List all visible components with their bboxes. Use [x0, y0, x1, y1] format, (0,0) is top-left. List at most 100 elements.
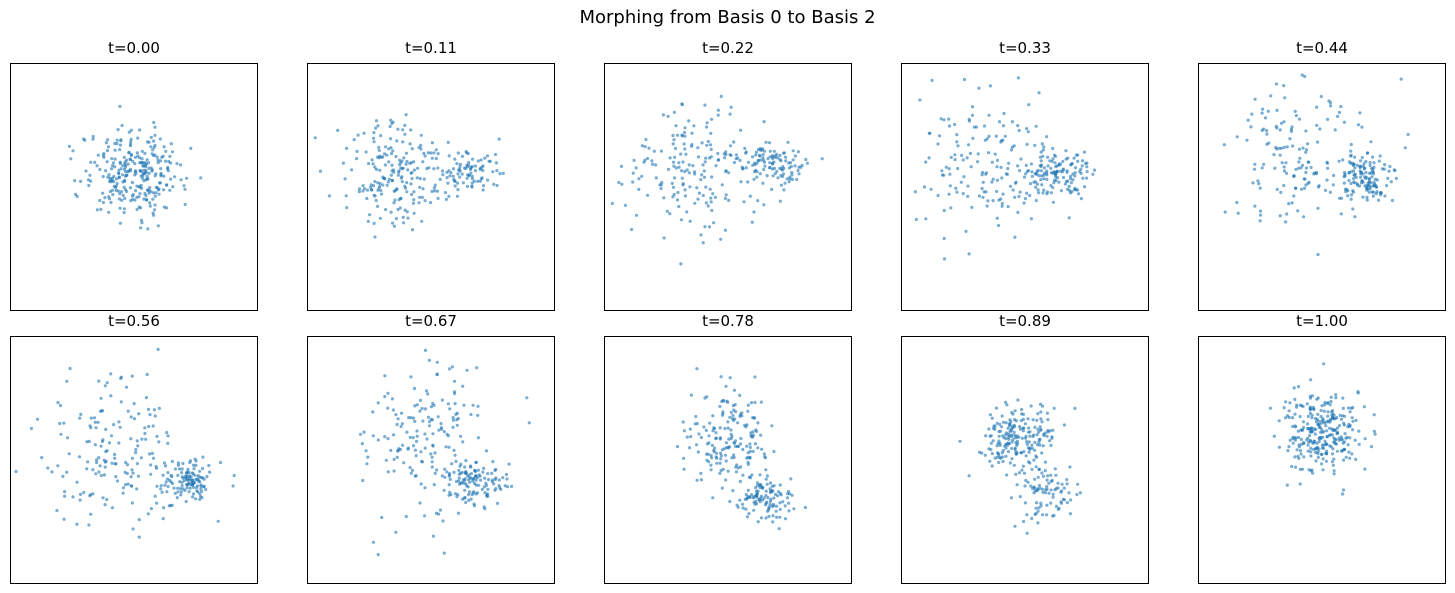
scatter-point	[1061, 497, 1065, 501]
scatter-point	[1076, 188, 1080, 192]
scatter-point	[1310, 429, 1314, 433]
scatter-point	[415, 429, 419, 433]
scatter-point	[71, 495, 75, 499]
scatter-point	[1316, 252, 1320, 257]
scatter-point	[1052, 170, 1056, 174]
scatter-point	[387, 147, 391, 151]
scatter-point	[147, 140, 151, 144]
scatter-point	[418, 185, 422, 189]
scatter-point	[83, 138, 87, 142]
scatter-point	[1076, 482, 1080, 486]
scatter-point	[679, 262, 683, 266]
scatter-point	[1046, 418, 1050, 422]
scatter-point	[418, 177, 422, 181]
scatter-point	[1300, 163, 1305, 167]
scatter-point	[720, 448, 724, 452]
scatter-point	[1297, 443, 1301, 447]
scatter-point	[1317, 419, 1321, 423]
scatter-point	[156, 161, 160, 165]
scatter-point	[151, 424, 155, 428]
scatter-point	[1063, 182, 1067, 186]
scatter-point	[947, 124, 952, 128]
scatter-point	[159, 171, 163, 176]
scatter-point	[155, 501, 159, 505]
scatter-point	[1041, 148, 1045, 152]
scatter-point	[700, 141, 704, 145]
scatter-point	[137, 412, 141, 416]
scatter-point	[1299, 452, 1303, 456]
scatter-point	[716, 151, 720, 156]
scatter-point	[1314, 428, 1318, 432]
scatter-point	[1351, 189, 1355, 193]
scatter-point	[775, 169, 779, 173]
scatter-point	[770, 167, 775, 171]
scatter-point	[942, 118, 946, 122]
scatter-point	[1026, 417, 1030, 421]
scatter-point	[423, 486, 427, 490]
scatter-point	[171, 185, 175, 189]
scatter-point	[1016, 210, 1020, 214]
scatter-point	[790, 170, 794, 175]
scatter-point	[485, 493, 489, 497]
scatter-point	[1032, 433, 1036, 437]
scatter-point	[196, 484, 200, 488]
scatter-point	[362, 131, 366, 135]
scatter-point	[179, 163, 183, 167]
scatter-point	[700, 173, 704, 177]
scatter-point	[181, 461, 185, 466]
scatter-point	[758, 473, 762, 477]
scatter-point	[504, 472, 508, 477]
scatter-point	[116, 128, 120, 132]
scatter-point	[685, 168, 689, 172]
scatter-point	[369, 183, 373, 187]
scatter-point	[364, 449, 368, 453]
scatter-point	[1030, 443, 1034, 447]
scatter-point	[1004, 454, 1008, 458]
scatter-point	[718, 404, 722, 408]
scatter-point	[1011, 188, 1015, 192]
scatter-point	[388, 124, 392, 129]
scatter-point	[1027, 426, 1031, 430]
scatter-point	[149, 145, 153, 149]
scatter-point	[166, 484, 170, 489]
scatter-point	[1079, 171, 1083, 175]
scatter-point	[1037, 91, 1041, 95]
scatter-point	[380, 515, 384, 520]
scatter-point	[1003, 134, 1007, 138]
scatter-point	[796, 150, 800, 154]
scatter-point	[1033, 425, 1037, 429]
scatter-point	[447, 474, 451, 478]
scatter-point	[445, 170, 449, 174]
scatter-point	[162, 188, 166, 192]
scatter-point	[1304, 148, 1309, 152]
scatter-point	[1013, 436, 1017, 440]
scatter-point	[361, 184, 365, 188]
scatter-point	[146, 227, 150, 231]
scatter-point	[467, 160, 471, 165]
scatter-point	[1049, 184, 1053, 188]
scatter-point	[129, 437, 133, 441]
scatter-point	[440, 427, 444, 431]
scatter-point	[159, 484, 163, 488]
scatter-point	[119, 167, 123, 171]
scatter-point	[668, 156, 672, 160]
scatter-point	[443, 475, 447, 479]
scatter-point	[431, 432, 435, 436]
scatter-point	[1006, 166, 1010, 171]
scatter-point	[714, 451, 719, 455]
scatter-point	[194, 459, 198, 463]
scatter-point	[97, 456, 101, 460]
scatter-point	[1024, 163, 1028, 167]
scatter-point	[452, 448, 456, 452]
scatter-point	[1022, 450, 1026, 454]
scatter-point	[1279, 121, 1284, 125]
scatter-point	[129, 415, 133, 419]
scatter-point	[703, 103, 707, 107]
scatter-point	[1297, 160, 1301, 164]
scatter-point	[759, 516, 764, 520]
scatter-point	[465, 176, 469, 180]
scatter-point	[770, 489, 774, 493]
scatter-point	[110, 157, 114, 161]
scatter-point	[694, 443, 699, 447]
scatter-point	[455, 423, 459, 427]
